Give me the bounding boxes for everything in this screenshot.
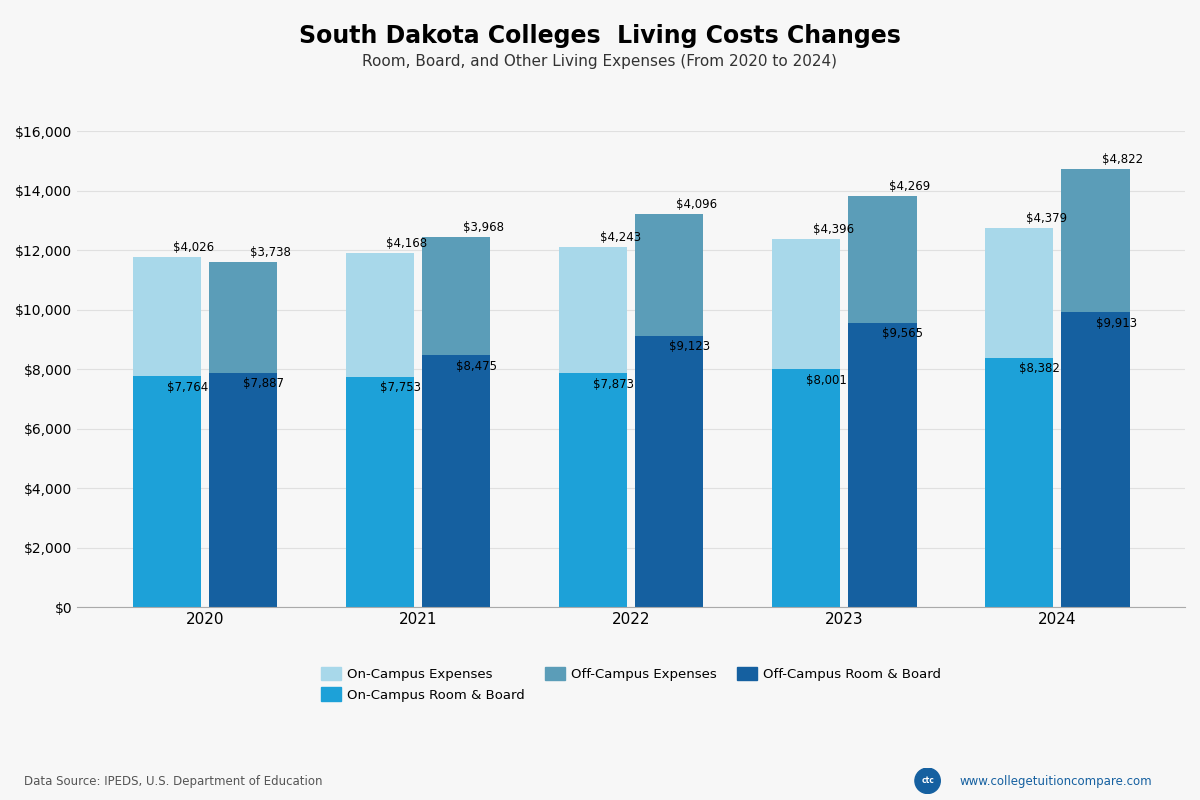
- Text: $3,738: $3,738: [250, 246, 290, 258]
- Bar: [559, 373, 626, 607]
- Bar: [559, 247, 626, 373]
- Bar: [1062, 313, 1129, 607]
- Bar: [132, 376, 200, 607]
- Text: $9,913: $9,913: [1096, 317, 1136, 330]
- Bar: [422, 355, 491, 607]
- Text: $9,565: $9,565: [882, 327, 924, 340]
- Bar: [346, 377, 414, 607]
- Text: $7,753: $7,753: [379, 381, 421, 394]
- Bar: [422, 238, 491, 355]
- Text: www.collegetuitioncompare.com: www.collegetuitioncompare.com: [959, 775, 1152, 788]
- Text: $8,475: $8,475: [456, 360, 497, 373]
- Bar: [985, 228, 1052, 358]
- Text: $7,887: $7,887: [244, 377, 284, 390]
- Bar: [848, 196, 917, 323]
- Text: ctc: ctc: [922, 776, 934, 786]
- Bar: [848, 323, 917, 607]
- Text: $4,379: $4,379: [1026, 212, 1067, 225]
- Text: Data Source: IPEDS, U.S. Department of Education: Data Source: IPEDS, U.S. Department of E…: [24, 775, 323, 788]
- Text: Room, Board, and Other Living Expenses (From 2020 to 2024): Room, Board, and Other Living Expenses (…: [362, 54, 838, 69]
- Bar: [635, 336, 703, 607]
- Text: $8,382: $8,382: [1019, 362, 1060, 375]
- Bar: [132, 257, 200, 376]
- Bar: [635, 214, 703, 336]
- Text: $3,968: $3,968: [463, 222, 504, 234]
- Text: $4,822: $4,822: [1103, 153, 1144, 166]
- Bar: [346, 253, 414, 377]
- Text: South Dakota Colleges  Living Costs Changes: South Dakota Colleges Living Costs Chang…: [299, 24, 901, 48]
- Text: $7,764: $7,764: [167, 381, 208, 394]
- Text: $4,026: $4,026: [174, 241, 215, 254]
- Circle shape: [914, 768, 941, 794]
- Text: $9,123: $9,123: [670, 341, 710, 354]
- Text: $8,001: $8,001: [805, 374, 847, 386]
- Bar: [209, 373, 277, 607]
- Text: $4,168: $4,168: [386, 237, 427, 250]
- Bar: [209, 262, 277, 373]
- Text: $7,873: $7,873: [593, 378, 634, 390]
- Legend: On-Campus Expenses, On-Campus Room & Board, Off-Campus Expenses, Off-Campus Room: On-Campus Expenses, On-Campus Room & Boa…: [316, 662, 947, 707]
- Text: $4,396: $4,396: [812, 222, 853, 236]
- Bar: [1062, 169, 1129, 313]
- Text: $4,243: $4,243: [600, 231, 641, 244]
- Bar: [772, 238, 840, 370]
- Text: $4,096: $4,096: [677, 198, 718, 211]
- Bar: [985, 358, 1052, 607]
- Text: $4,269: $4,269: [889, 180, 930, 193]
- Bar: [772, 370, 840, 607]
